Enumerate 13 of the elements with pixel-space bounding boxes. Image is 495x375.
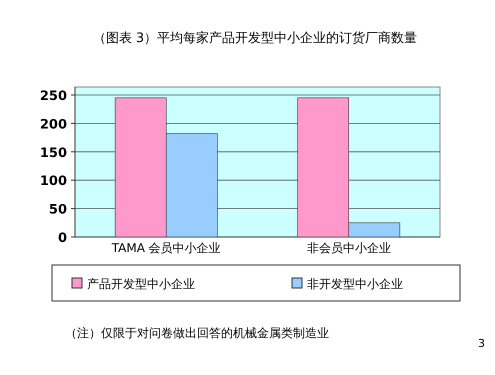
y-tick-label: 200 <box>40 117 67 132</box>
legend-label: 产品开发型中小企业 <box>87 277 195 291</box>
x-tick-label: 非会员中小企业 <box>306 241 391 255</box>
x-tick-label: TAMA 会员中小企业 <box>110 241 221 255</box>
y-tick-label: 250 <box>40 89 67 104</box>
y-tick-label: 100 <box>40 174 67 190</box>
y-tick-label: 50 <box>48 202 67 218</box>
legend-label: 非开发型中小企业 <box>307 277 403 291</box>
y-tick-label: 150 <box>40 146 67 161</box>
y-tick-label: 0 <box>58 231 67 246</box>
chart-title: （图表 3）平均每家产品开发型中小企业的订货厂商数量 <box>92 30 418 46</box>
text: 3 <box>478 337 485 350</box>
text: （注）仅限于对问卷做出回答的机械金属类制造业 <box>65 326 329 340</box>
